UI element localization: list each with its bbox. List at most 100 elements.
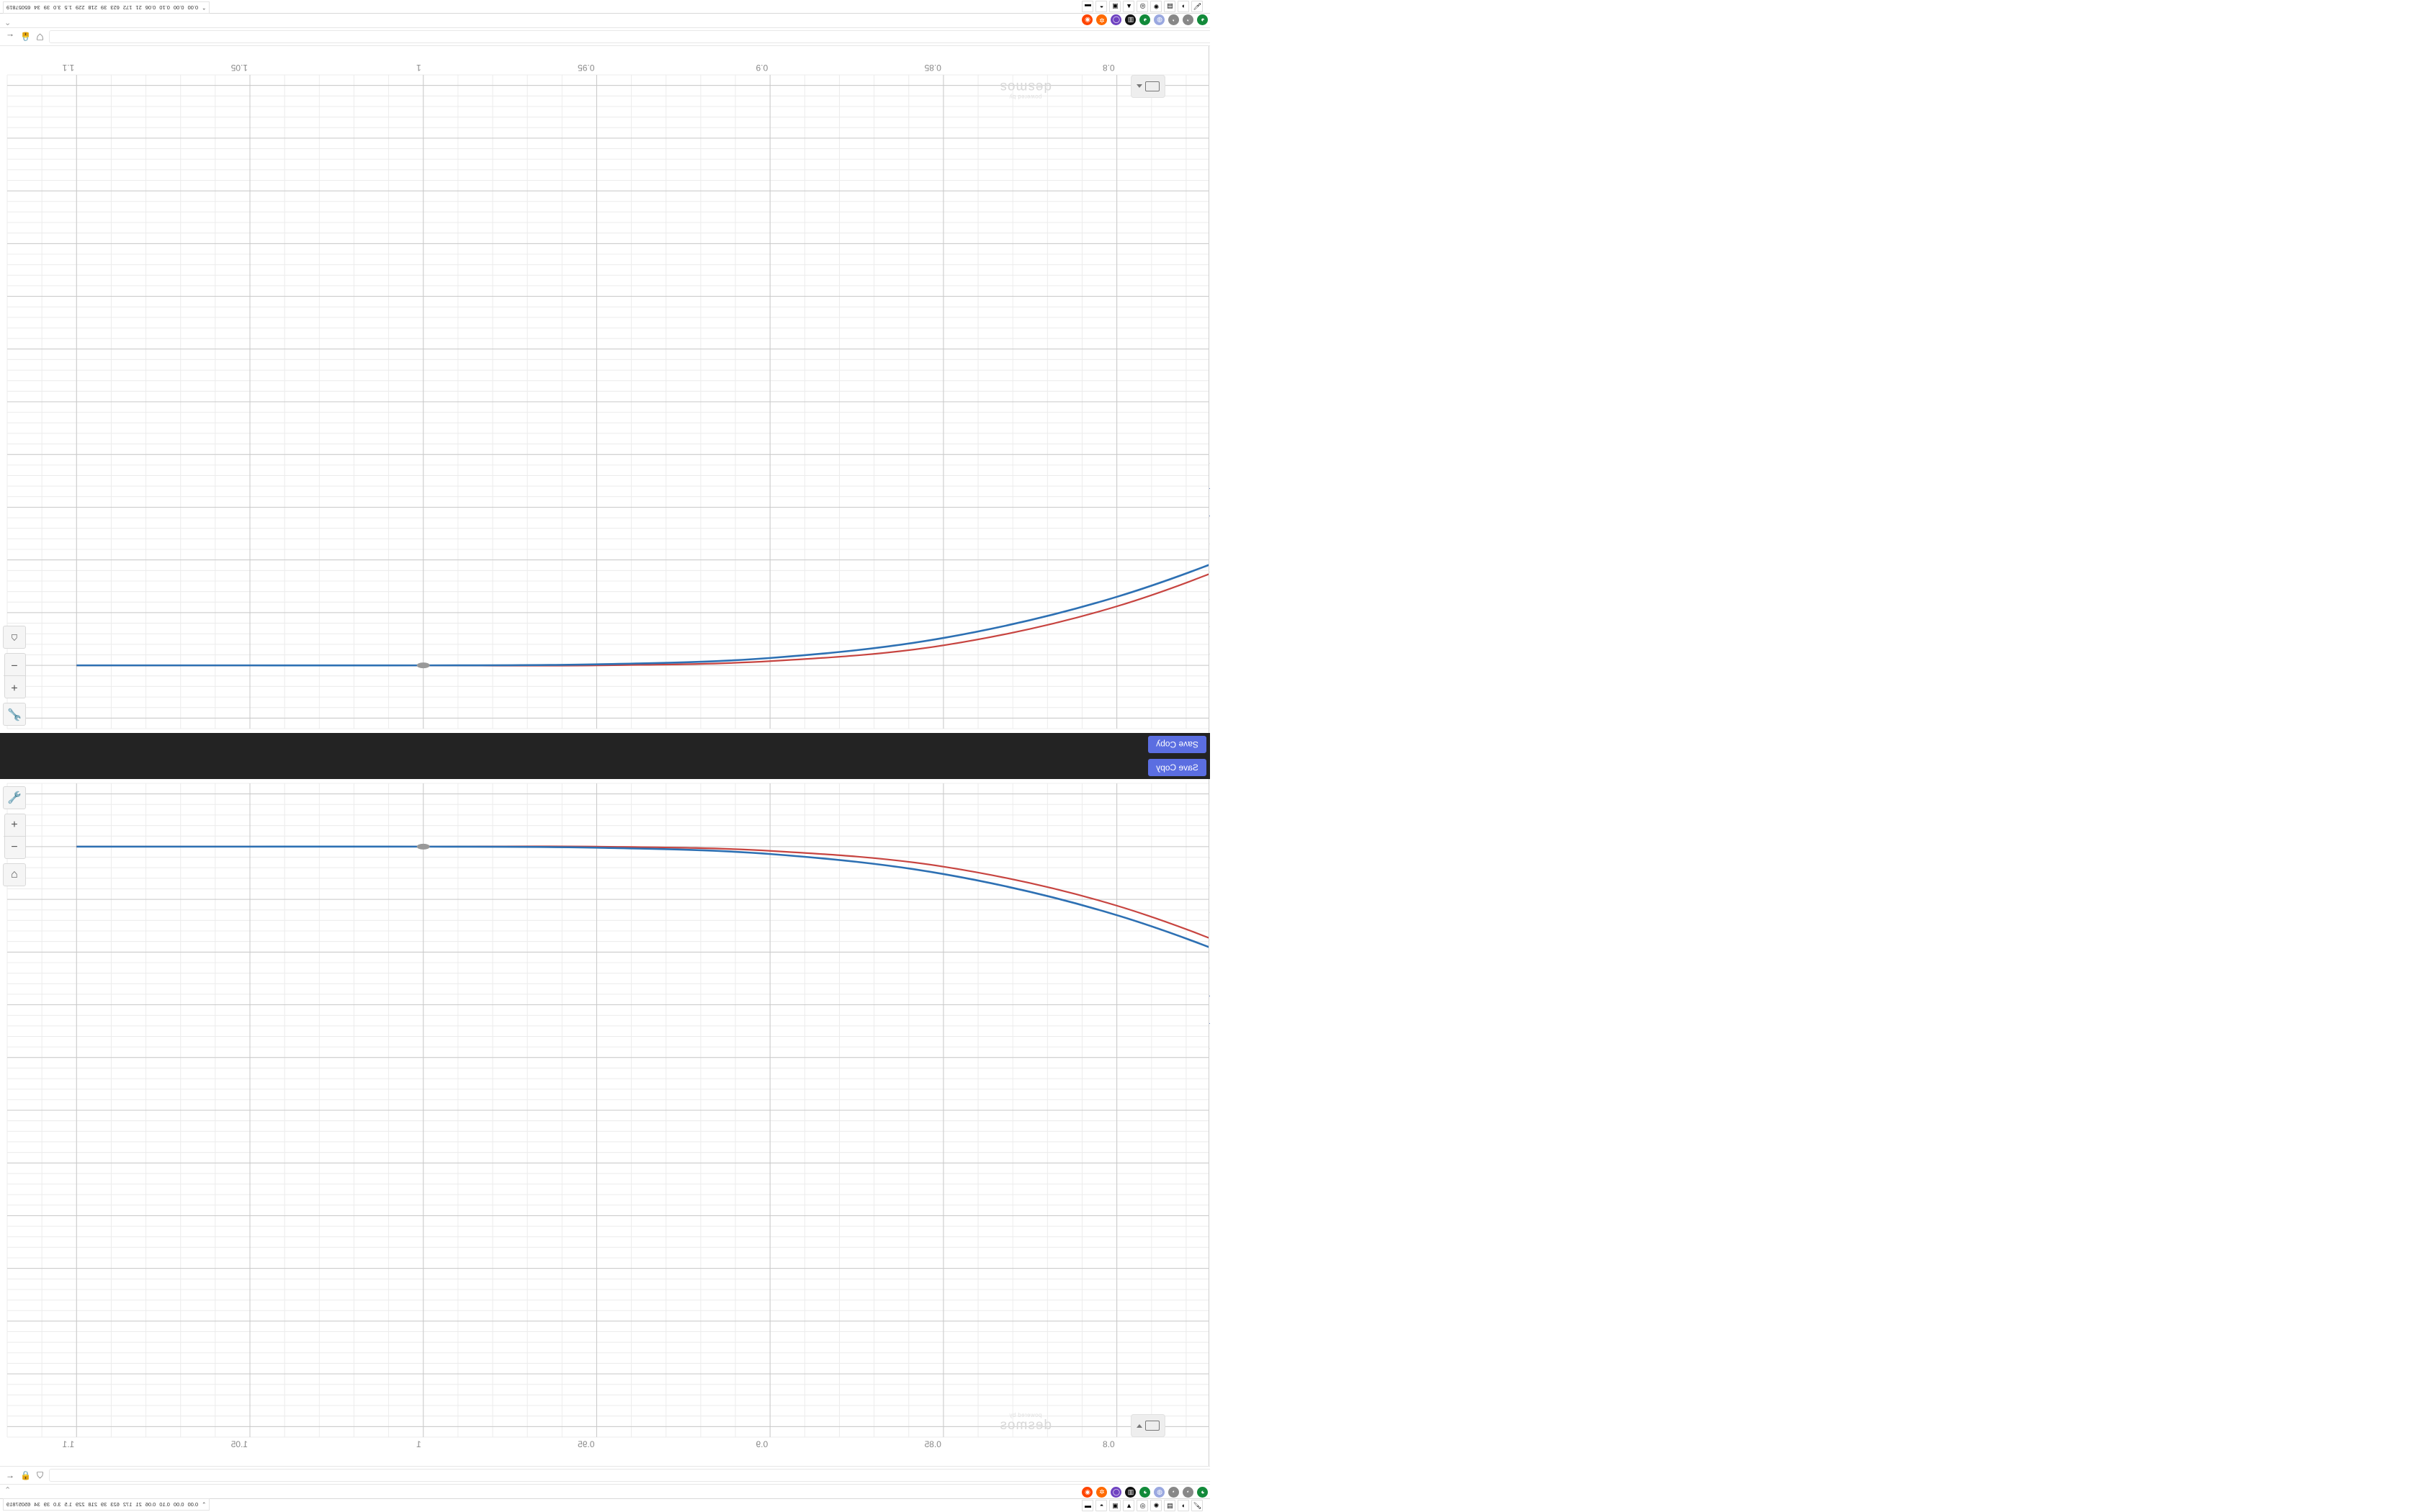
- cat-task[interactable]: ▲: [1123, 1, 1135, 12]
- delete-expression-button[interactable]: ✕: [1209, 654, 1210, 681]
- delete-expression-button[interactable]: ✕: [1209, 886, 1210, 912]
- expression-row[interactable]: 8f(x) = A6(x − 1128)✕: [1209, 488, 1210, 517]
- chat-bookmark[interactable]: ◯: [1111, 1486, 1122, 1498]
- graph-canvas[interactable]: 0.450.50.550.60.650.70.750.80.850.90.951…: [0, 779, 1210, 1470]
- expression-row[interactable]: 3A2(x) = 4(A1(x)−A1(x − 14))✕: [1209, 858, 1210, 886]
- chevron-up-icon[interactable]: ⌃: [4, 1486, 12, 1495]
- reddit-bookmark-3[interactable]: ◉: [1082, 14, 1093, 26]
- mastodon-bookmark-4[interactable]: ◔: [1168, 14, 1180, 26]
- paint-task[interactable]: 🖌: [1191, 1500, 1204, 1511]
- save-task[interactable]: ▣: [1109, 1500, 1121, 1511]
- delete-expression-button[interactable]: ✕: [1209, 464, 1210, 488]
- owl-task[interactable]: ◑: [1178, 1500, 1190, 1511]
- shield-icon[interactable]: ⛉: [36, 32, 43, 42]
- url-bar[interactable]: [48, 30, 1210, 43]
- expression-row[interactable]: 8f(x) = A6(x − 1128)✕: [1209, 995, 1210, 1024]
- reddit-bookmark-3[interactable]: ◉: [1082, 1486, 1093, 1498]
- expression-row[interactable]: 5A4(x) = 16(A3(x)−A3(x − 116))✕: [1209, 913, 1210, 941]
- cat-task[interactable]: ▲: [1123, 1500, 1135, 1511]
- gear-red-task[interactable]: ✺: [1150, 1500, 1162, 1511]
- graph-canvas[interactable]: 0.450.50.550.60.650.70.750.80.850.90.951…: [0, 42, 1210, 733]
- zoom-in-button[interactable]: +: [11, 819, 18, 831]
- lock-icon[interactable]: 🔒: [20, 32, 31, 42]
- delete-expression-button[interactable]: ✕: [1209, 968, 1210, 995]
- expression-row[interactable]: 2A1(x) = 2(A0(x)−A0(x − 12))✕: [1209, 831, 1210, 859]
- terminal-task[interactable]: ▬: [1082, 1500, 1094, 1511]
- mastodon-bookmark-3[interactable]: ◔: [1183, 1486, 1194, 1498]
- home-icon[interactable]: ⌂: [3, 863, 26, 886]
- globe-bookmark[interactable]: ◍: [1154, 1486, 1165, 1498]
- greenleaf-bookmark-2[interactable]: ◕: [1139, 14, 1151, 26]
- expression-row[interactable]: 1A0(x) = max(x,0)66!✕: [1209, 680, 1210, 708]
- keyboard-button-right[interactable]: [1131, 1414, 1165, 1437]
- expression-row[interactable]: 9exp (−1/x)/( exp (−1/x) + exp (−1/(1 − …: [1209, 463, 1210, 489]
- delete-expression-button[interactable]: ✕: [1209, 572, 1210, 599]
- expression-row[interactable]: 6A5(x) = 32(A4(x)−A4(x − 132))✕: [1209, 940, 1210, 968]
- mastodon-bookmark-3[interactable]: ◔: [1183, 14, 1194, 26]
- greenleaf-bookmark[interactable]: ◕: [1197, 14, 1209, 26]
- notes-task[interactable]: ▤: [1164, 1, 1176, 12]
- save-task[interactable]: ▣: [1109, 1, 1121, 12]
- expression-row[interactable]: 7A6(x) = 64(A5(x)−A5(x − 164))✕: [1209, 968, 1210, 996]
- gear-red-task[interactable]: ✺: [1150, 1, 1162, 12]
- globe-bookmark[interactable]: ◍: [1154, 14, 1165, 26]
- greenleaf-bookmark-2[interactable]: ◕: [1139, 1486, 1151, 1498]
- zoom-out-button[interactable]: −: [4, 654, 25, 676]
- expression-row[interactable]: 6A5(x) = 32(A4(x)−A4(x − 132))✕: [1209, 544, 1210, 572]
- chat-bookmark[interactable]: ◯: [1111, 14, 1122, 26]
- greenleaf-bookmark[interactable]: ◕: [1197, 1486, 1209, 1498]
- terminal-task[interactable]: ▬: [1082, 1, 1094, 12]
- shield-icon[interactable]: ⛉: [36, 1470, 43, 1480]
- delete-expression-button[interactable]: ✕: [1209, 831, 1210, 858]
- delete-expression-button[interactable]: ✕: [1209, 600, 1210, 626]
- draggable-point[interactable]: [416, 843, 430, 850]
- firefox-task[interactable]: ◓: [1095, 1, 1108, 12]
- archive-bookmark-3[interactable]: ▥: [1125, 14, 1137, 26]
- expression-row[interactable]: 9exp (−1/x)/( exp (−1/x) + exp (−1/(1 − …: [1209, 1023, 1210, 1049]
- archive-bookmark-3[interactable]: ▥: [1125, 1486, 1137, 1498]
- gear-bookmark[interactable]: ✲: [1096, 1486, 1108, 1498]
- expression-row[interactable]: 1A0(x) = max(x,0)66!✕: [1209, 804, 1210, 832]
- owl-task[interactable]: ◑: [1178, 1, 1190, 12]
- zoom-out-button[interactable]: −: [4, 836, 25, 858]
- back-icon[interactable]: ←: [6, 1470, 14, 1480]
- home-icon[interactable]: ⌂: [3, 626, 26, 649]
- wrench-icon[interactable]: 🔧: [3, 786, 26, 809]
- expression-row[interactable]: 4A3(x) = 8(A2(x)−A2(x − 18))✕: [1209, 886, 1210, 914]
- expression-row[interactable]: 7A6(x) = 64(A5(x)−A5(x − 164))✕: [1209, 516, 1210, 544]
- wrench-icon[interactable]: 🔧: [3, 703, 26, 726]
- delete-expression-button[interactable]: ✕: [1209, 913, 1210, 940]
- delete-expression-button[interactable]: ✕: [1209, 627, 1210, 654]
- delete-expression-button[interactable]: ✕: [1209, 940, 1210, 967]
- delete-expression-button[interactable]: ✕: [1209, 996, 1210, 1023]
- expression-row[interactable]: 5A4(x) = 16(A3(x)−A3(x − 116))✕: [1209, 571, 1210, 599]
- expression-row[interactable]: 4A3(x) = 8(A2(x)−A2(x − 18))✕: [1209, 598, 1210, 626]
- notes-task[interactable]: ▤: [1164, 1500, 1176, 1511]
- lock-icon[interactable]: 🔒: [20, 1470, 31, 1480]
- save-copy-button[interactable]: Save Copy: [1148, 759, 1206, 776]
- target-red-task[interactable]: ◎: [1137, 1, 1149, 12]
- url-bar[interactable]: [48, 1469, 1210, 1482]
- back-icon[interactable]: ←: [6, 32, 14, 42]
- delete-expression-button[interactable]: ✕: [1209, 489, 1210, 516]
- delete-expression-button[interactable]: ✕: [1209, 682, 1210, 708]
- delete-expression-button[interactable]: ✕: [1209, 544, 1210, 571]
- delete-expression-button[interactable]: ✕: [1209, 858, 1210, 885]
- delete-expression-button[interactable]: ✕: [1209, 1024, 1210, 1048]
- draggable-point[interactable]: [416, 662, 430, 669]
- delete-expression-button[interactable]: ✕: [1209, 517, 1210, 544]
- mastodon-bookmark-4[interactable]: ◔: [1168, 1486, 1180, 1498]
- target-red-task[interactable]: ◎: [1137, 1500, 1149, 1511]
- zoom-in-button[interactable]: +: [11, 681, 18, 693]
- gear-bookmark[interactable]: ✲: [1096, 14, 1108, 26]
- keyboard-button-right[interactable]: [1131, 75, 1165, 98]
- firefox-task[interactable]: ◓: [1095, 1500, 1108, 1511]
- expression-row[interactable]: 2A1(x) = 2(A0(x)−A0(x − 12))✕: [1209, 653, 1210, 681]
- chevron-up-icon[interactable]: ⌃: [4, 17, 12, 26]
- expression-row[interactable]: 3A2(x) = 4(A1(x)−A1(x − 14))✕: [1209, 626, 1210, 654]
- paint-task[interactable]: 🖌: [1191, 1, 1204, 12]
- save-copy-button[interactable]: Save Copy: [1148, 736, 1206, 753]
- delete-expression-button[interactable]: ✕: [1209, 804, 1210, 830]
